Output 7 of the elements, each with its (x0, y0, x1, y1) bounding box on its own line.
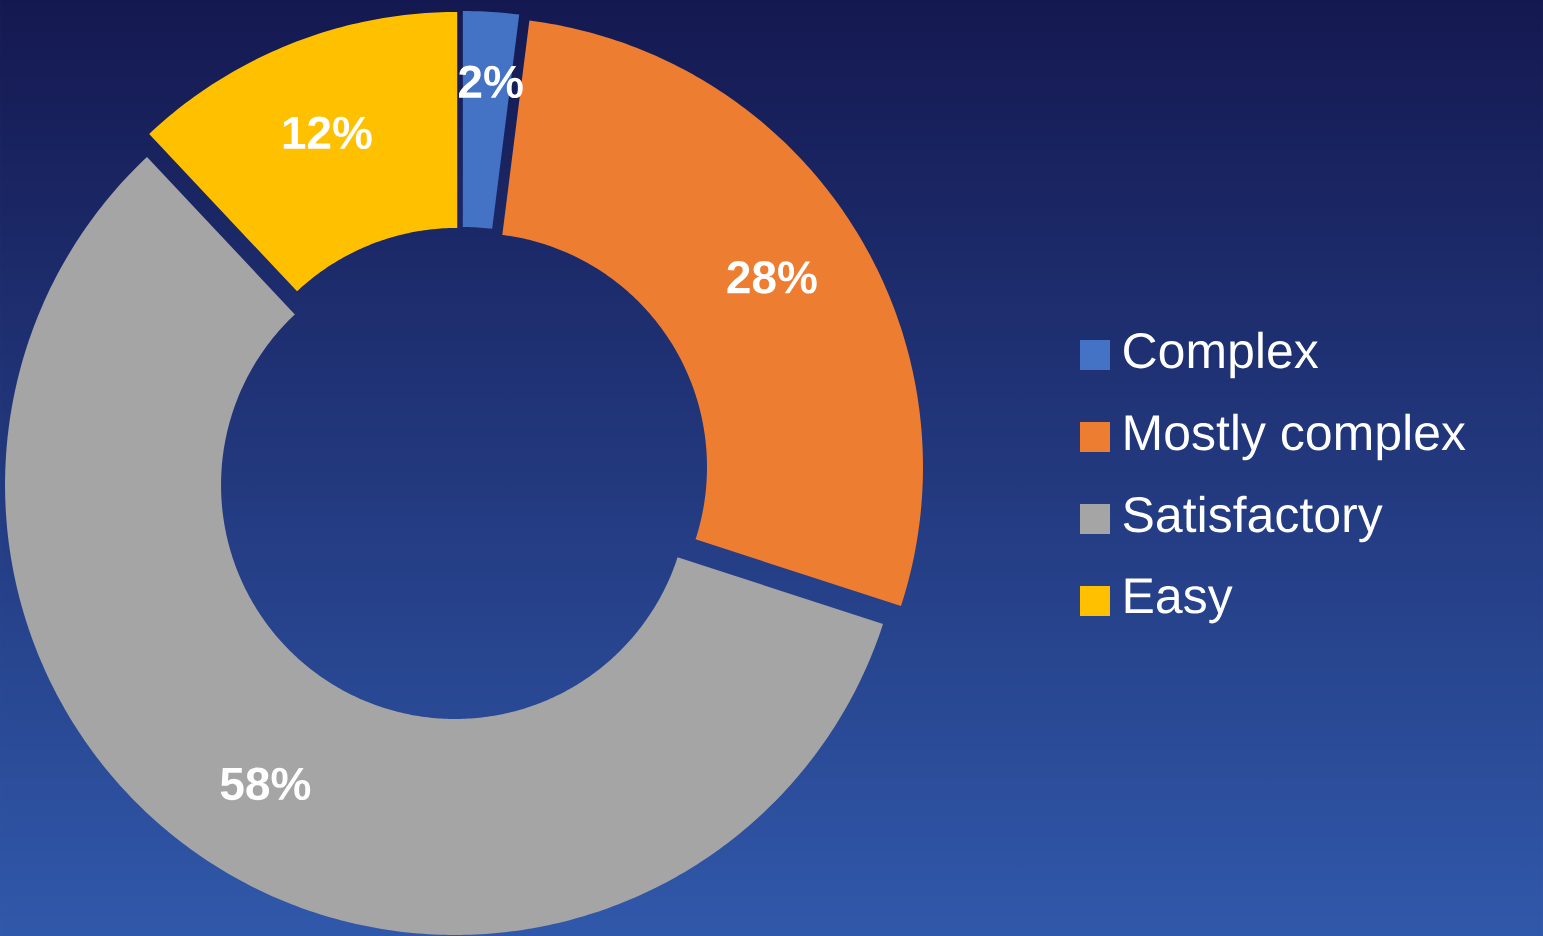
data-label: 58% (220, 767, 311, 801)
data-label: 12% (283, 116, 372, 150)
legend-label: Mostly complex (1125, 413, 1466, 461)
legend-label: Complex (1124, 331, 1319, 379)
legend-label: Easy (1125, 578, 1233, 624)
legend-label: Satisfactory (1123, 495, 1383, 543)
data-label: 28% (727, 261, 817, 294)
